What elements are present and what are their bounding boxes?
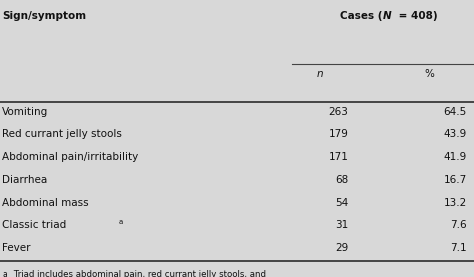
Text: 16.7: 16.7 xyxy=(444,175,467,185)
Text: Classic triad: Classic triad xyxy=(2,220,67,230)
Text: Abdominal pain/irritability: Abdominal pain/irritability xyxy=(2,152,138,162)
Text: a: a xyxy=(118,219,123,225)
Text: n: n xyxy=(317,69,323,79)
Text: 29: 29 xyxy=(335,243,348,253)
Text: Fever: Fever xyxy=(2,243,31,253)
Text: Sign/symptom: Sign/symptom xyxy=(2,11,86,21)
Text: Vomiting: Vomiting xyxy=(2,107,49,117)
Text: 31: 31 xyxy=(335,220,348,230)
Text: Red currant jelly stools: Red currant jelly stools xyxy=(2,129,122,139)
Text: 179: 179 xyxy=(328,129,348,139)
Text: Triad includes abdominal pain, red currant jelly stools, and
vomiting.: Triad includes abdominal pain, red curra… xyxy=(11,270,266,277)
Text: 263: 263 xyxy=(328,107,348,117)
Text: 13.2: 13.2 xyxy=(444,198,467,207)
Text: a: a xyxy=(2,270,7,277)
Text: 7.1: 7.1 xyxy=(450,243,467,253)
Text: Diarrhea: Diarrhea xyxy=(2,175,47,185)
Text: Cases (: Cases ( xyxy=(340,11,383,21)
Text: 43.9: 43.9 xyxy=(444,129,467,139)
Text: 171: 171 xyxy=(328,152,348,162)
Text: 41.9: 41.9 xyxy=(444,152,467,162)
Text: 64.5: 64.5 xyxy=(444,107,467,117)
Text: 54: 54 xyxy=(335,198,348,207)
Text: %: % xyxy=(424,69,434,79)
Text: = 408): = 408) xyxy=(394,11,437,21)
Text: 68: 68 xyxy=(335,175,348,185)
Text: 7.6: 7.6 xyxy=(450,220,467,230)
Text: N: N xyxy=(383,11,392,21)
Text: Abdominal mass: Abdominal mass xyxy=(2,198,89,207)
